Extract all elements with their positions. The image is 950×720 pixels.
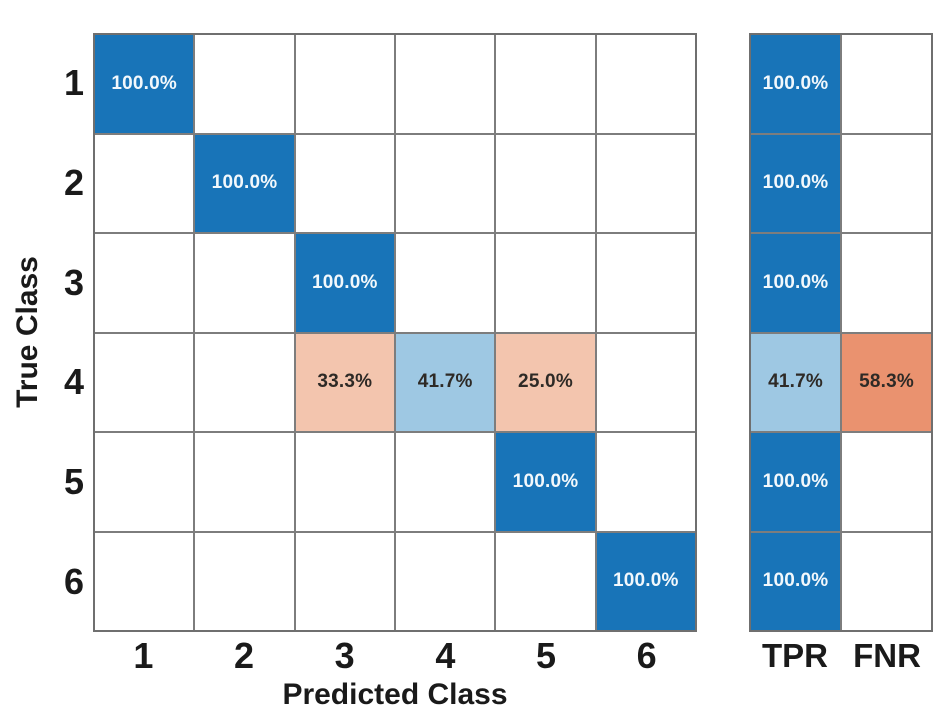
matrix-cell-r4-c3: 33.3% xyxy=(295,333,394,431)
matrix-cell-r2-c1 xyxy=(95,134,194,232)
matrix-cell-r6-c6: 100.0% xyxy=(596,532,695,630)
summary-column-labels: TPR FNR xyxy=(749,634,933,678)
y-axis-title: True Class xyxy=(11,256,44,408)
tpr-label: TPR xyxy=(762,637,828,674)
tpr-cell-r5: 100.0% xyxy=(751,433,840,531)
matrix-cell-r1-c2 xyxy=(195,35,294,133)
x-tick-4: 4 xyxy=(435,635,456,676)
matrix-cell-r5-c2 xyxy=(195,433,294,531)
x-tick-1: 1 xyxy=(133,635,154,676)
matrix-cell-r6-c2 xyxy=(195,532,294,630)
y-tick-4: 4 xyxy=(63,361,84,403)
matrix-cell-r3-c4 xyxy=(396,234,495,332)
confusion-matrix-grid: 100.0% 100.0% 100.0% 33.3% 41.7% 25.0% 100.0% 1… xyxy=(93,33,697,632)
matrix-cell-r6-c5 xyxy=(496,532,595,630)
tpr-cell-r3: 100.0% xyxy=(751,234,840,332)
y-tick-3: 3 xyxy=(63,261,84,303)
x-tick-2: 2 xyxy=(233,635,255,676)
matrix-cell-r6-c3 xyxy=(295,532,394,630)
fnr-cell-r4: 58.3% xyxy=(842,333,931,431)
fnr-cell-r1 xyxy=(842,35,931,133)
matrix-cell-r5-c4 xyxy=(396,433,495,531)
matrix-cell-r3-c1 xyxy=(95,234,194,332)
tpr-cell-r6: 100.0% xyxy=(751,532,840,630)
matrix-cell-r5-c5: 100.0% xyxy=(496,433,595,531)
fnr-cell-r6 xyxy=(842,532,931,630)
matrix-cell-r2-c4 xyxy=(396,134,495,232)
matrix-cell-r1-c4 xyxy=(396,35,495,133)
matrix-cell-r2-c5 xyxy=(496,134,595,232)
tpr-cell-r4: 41.7% xyxy=(751,333,840,431)
matrix-cell-r5-c6 xyxy=(596,433,695,531)
x-axis-ticks: 1 2 3 4 5 6 xyxy=(93,634,697,678)
matrix-cell-r3-c5 xyxy=(496,234,595,332)
x-axis-title: Predicted Class xyxy=(282,678,508,711)
fnr-cell-r5 xyxy=(842,433,931,531)
fnr-label: FNR xyxy=(853,637,921,674)
tpr-cell-r1: 100.0% xyxy=(751,35,840,133)
matrix-cell-r3-c6 xyxy=(596,234,695,332)
matrix-cell-r1-c3 xyxy=(295,35,394,133)
y-tick-6: 6 xyxy=(63,561,84,603)
matrix-cell-r4-c6 xyxy=(596,333,695,431)
matrix-cell-r6-c1 xyxy=(95,532,194,630)
matrix-cell-r4-c2 xyxy=(195,333,294,431)
matrix-cell-r2-c3 xyxy=(295,134,394,232)
matrix-cell-r6-c4 xyxy=(396,532,495,630)
matrix-cell-r4-c1 xyxy=(95,333,194,431)
matrix-cell-r2-c2: 100.0% xyxy=(195,134,294,232)
matrix-cell-r1-c6 xyxy=(596,35,695,133)
fnr-cell-r3 xyxy=(842,234,931,332)
y-tick-5: 5 xyxy=(63,461,84,503)
y-axis-ticks: 1 2 3 4 5 6 xyxy=(30,33,84,632)
fnr-cell-r2 xyxy=(842,134,931,232)
matrix-cell-r4-c5: 25.0% xyxy=(496,333,595,431)
x-tick-5: 5 xyxy=(536,635,557,676)
matrix-cell-r1-c5 xyxy=(496,35,595,133)
matrix-cell-r4-c4: 41.7% xyxy=(396,333,495,431)
matrix-cell-r3-c2 xyxy=(195,234,294,332)
y-tick-2: 2 xyxy=(63,161,84,203)
matrix-cell-r5-c3 xyxy=(295,433,394,531)
matrix-cell-r5-c1 xyxy=(95,433,194,531)
tpr-fnr-summary-grid: 100.0% 100.0% 100.0% 41.7% 58.3% 100.0% 100.0% xyxy=(749,33,933,632)
tpr-cell-r2: 100.0% xyxy=(751,134,840,232)
matrix-cell-r2-c6 xyxy=(596,134,695,232)
matrix-cell-r3-c3: 100.0% xyxy=(295,234,394,332)
x-tick-6: 6 xyxy=(636,635,657,676)
y-tick-1: 1 xyxy=(63,61,84,103)
matrix-cell-r1-c1: 100.0% xyxy=(95,35,194,133)
x-tick-3: 3 xyxy=(334,635,355,676)
